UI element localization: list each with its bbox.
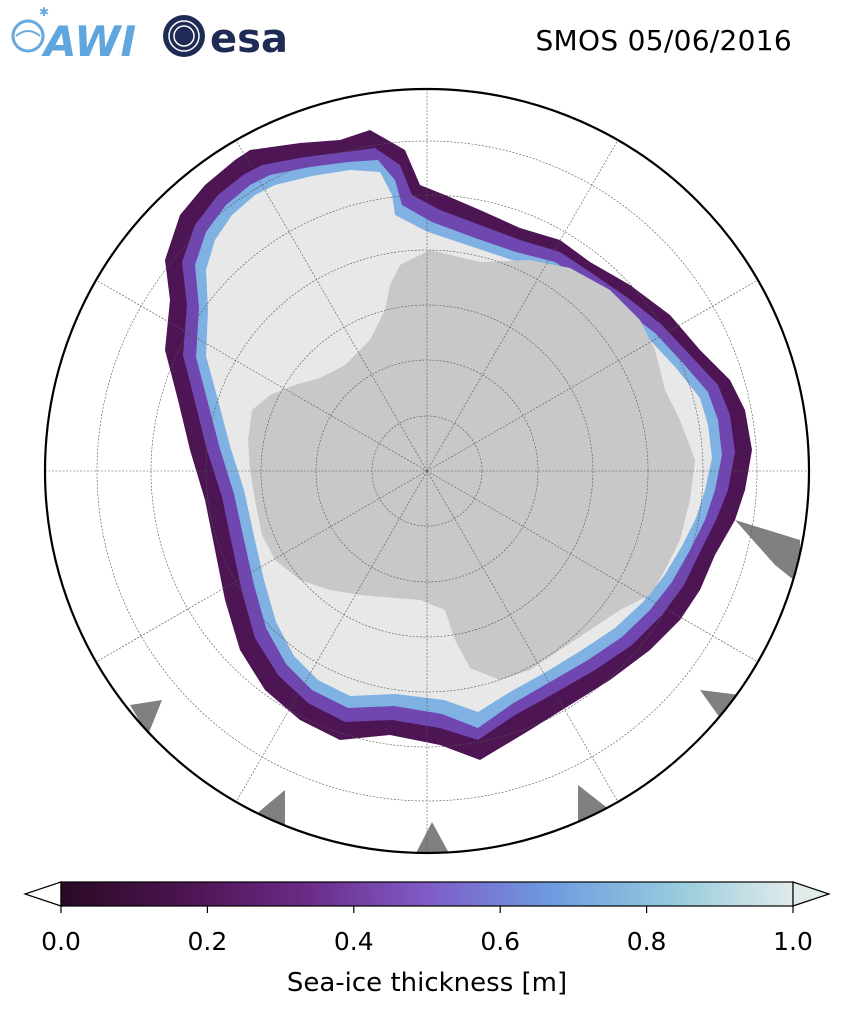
logos: ✱ AWI esa <box>11 6 288 64</box>
colorbar-tick-label: 0.6 <box>480 927 520 956</box>
colorbar-tick-label: 0.4 <box>334 927 374 956</box>
colorbar-tick-label: 0.8 <box>627 927 667 956</box>
antarctica-land <box>248 250 695 680</box>
awi-logo: ✱ AWI <box>11 6 136 64</box>
missing-data-wedge <box>578 785 610 825</box>
missing-data-wedge <box>130 700 162 735</box>
colorbar-tick-label: 0.0 <box>41 927 81 956</box>
colorbar-gradient <box>60 881 794 907</box>
colorbar-tick-label: 0.2 <box>188 927 228 956</box>
colorbar-tick-label: 1.0 <box>773 927 813 956</box>
awi-logo-text: AWI <box>41 17 136 64</box>
colorbar-extend-max <box>792 881 831 907</box>
esa-logo-text: esa <box>210 16 288 62</box>
polar-map <box>43 87 811 855</box>
missing-data-wedge <box>735 520 800 585</box>
map-title: SMOS 05/06/2016 <box>535 24 792 57</box>
missing-data-wedge <box>255 790 285 830</box>
colorbar: 0.0 0.2 0.4 0.6 0.8 1.0 Sea-ice thickness [m] <box>23 881 831 998</box>
missing-data-wedge <box>700 690 740 725</box>
colorbar-label: Sea-ice thickness [m] <box>287 968 567 998</box>
svg-text:✱: ✱ <box>39 6 49 19</box>
missing-data-wedge <box>415 822 450 853</box>
graticule <box>45 89 809 853</box>
colorbar-extend-min <box>23 881 62 907</box>
map-boundary <box>43 87 811 855</box>
esa-logo: esa <box>163 15 288 62</box>
